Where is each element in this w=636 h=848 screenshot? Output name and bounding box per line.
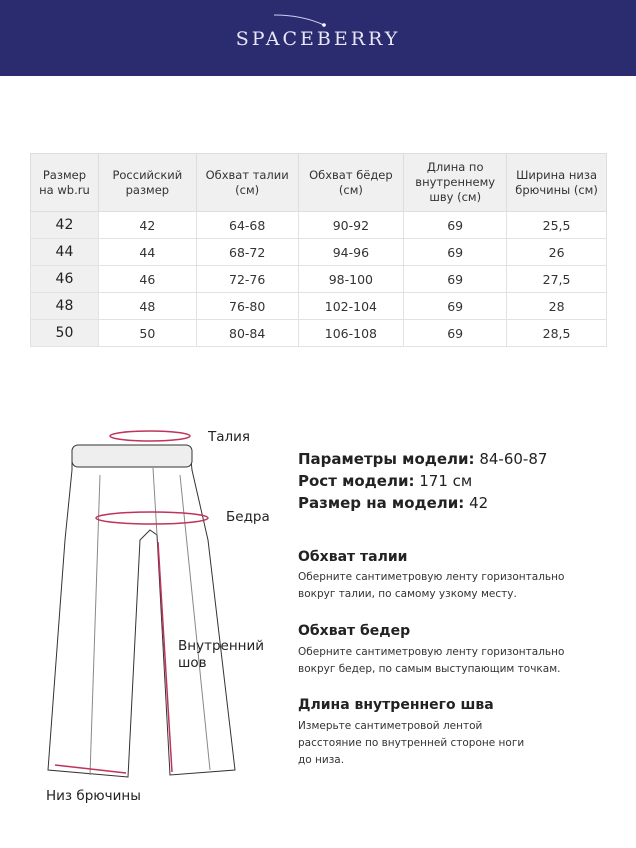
hem-measure [54, 764, 127, 774]
inseam-label: Внутренний шов [178, 638, 265, 671]
hem-label: Низ брючины [46, 788, 141, 804]
waist-label: Талия [208, 429, 251, 445]
table-cell: 90-92 [297, 211, 405, 239]
table-cell: 42 [30, 211, 99, 239]
table-cell: 76-80 [195, 292, 299, 320]
waist-title: Обхват талии [298, 549, 408, 565]
table-cell: 46 [97, 265, 197, 293]
hips-title: Обхват бедер [298, 623, 411, 639]
table-cell: 50 [97, 319, 197, 347]
model-size: Размер на модели: 42 [298, 494, 489, 512]
table-cell: 68-72 [195, 238, 299, 266]
brand-header: SPACEBERRY [0, 0, 636, 76]
inseam-measure [157, 541, 173, 773]
waistband [71, 444, 193, 468]
table-cell: 98-100 [297, 265, 405, 293]
table-cell: 44 [30, 238, 99, 266]
table-cell: 25,5 [506, 211, 607, 239]
table-cell: 26 [506, 238, 607, 266]
column-header: Размер на wb.ru [30, 153, 99, 212]
table-row: 46 46 72-76 98-100 69 27,5 [30, 265, 607, 293]
table-cell: 48 [97, 292, 197, 320]
table-row: 48 48 76-80 102-104 69 28 [30, 292, 607, 320]
table-cell: 69 [403, 265, 508, 293]
table-cell: 69 [403, 292, 508, 320]
table-cell: 69 [403, 211, 508, 239]
hips-desc: Оберните сантиметровую ленту горизонталь… [298, 646, 565, 675]
inseam-title: Длина внутреннего шва [298, 697, 494, 713]
table-row: 44 44 68-72 94-96 69 26 [30, 238, 607, 266]
table-cell: 72-76 [195, 265, 299, 293]
table-cell: 28 [506, 292, 607, 320]
table-cell: 69 [403, 319, 508, 347]
column-header: Обхват талии (см) [195, 153, 299, 212]
column-header: Обхват бёдер (см) [297, 153, 405, 212]
brand-logo: SPACEBERRY [235, 28, 401, 50]
table-row: 42 42 64-68 90-92 69 25,5 [30, 211, 607, 239]
size-table: Размер на wb.ru Российский размер Обхват т… [30, 153, 607, 347]
table-cell: 44 [97, 238, 197, 266]
column-header: Российский размер [97, 153, 197, 212]
table-cell: 46 [30, 265, 99, 293]
table-cell: 94-96 [297, 238, 405, 266]
pants-diagram [47, 430, 236, 778]
column-header: Ширина низа брючины (см) [506, 153, 607, 212]
table-cell: 106-108 [297, 319, 405, 347]
table-cell: 48 [30, 292, 99, 320]
table-cell: 42 [97, 211, 197, 239]
table-cell: 64-68 [195, 211, 299, 239]
waist-desc: Оберните сантиметровую ленту горизонталь… [298, 571, 565, 600]
table-cell: 80-84 [195, 319, 299, 347]
shooting-star-icon [273, 14, 326, 27]
hips-label: Бедра [226, 509, 270, 525]
table-cell: 102-104 [297, 292, 405, 320]
model-params: Параметры модели: 84-60-87 [298, 450, 548, 468]
table-cell: 50 [30, 319, 99, 347]
table-row: 50 50 80-84 106-108 69 28,5 [30, 319, 607, 347]
hips-measure [95, 511, 209, 525]
table-cell: 28,5 [506, 319, 607, 347]
model-height: Рост модели: 171 см [298, 472, 473, 490]
pants-outline [47, 449, 236, 778]
waist-measure [109, 430, 191, 442]
table-cell: 27,5 [506, 265, 607, 293]
column-header: Длина по внутреннему шву (см) [403, 153, 508, 212]
table-cell: 69 [403, 238, 508, 266]
inseam-desc: Измерьте сантиметровой лентой расстояние… [298, 720, 525, 766]
